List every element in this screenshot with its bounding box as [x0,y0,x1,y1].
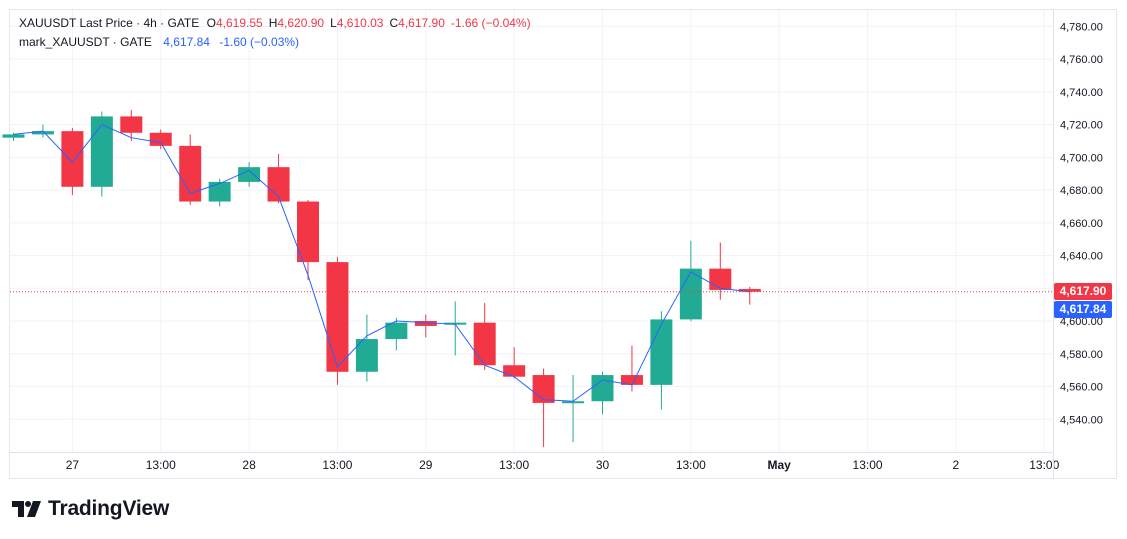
x-tick-label: 13:00 [676,458,706,472]
x-tick-label: 13:00 [499,458,529,472]
candle-body [297,201,319,263]
legend-open-label: O [206,16,216,30]
legend-close-label: C [389,16,399,30]
legend-mark: mark_XAUUSDT · GATE 4,617.84 -1.60 (−0.0… [19,35,303,49]
legend-mark-change: -1.60 (−0.03%) [219,35,300,49]
x-tick-label: 29 [419,458,433,472]
mark-price-line [13,123,750,402]
candle-body [591,375,614,402]
legend-symbol[interactable]: XAUUSDT Last Price · 4h · GATE [19,16,200,30]
legend-ohlc: O4,619.55 H4,620.90 L4,610.03 C4,617.90 -1.6… [207,16,531,30]
x-tick-label: May [768,458,792,472]
x-tick-label: 28 [242,458,256,472]
y-tick-label: 4,540.00 [1060,414,1103,426]
y-tick-label: 4,660.00 [1060,218,1103,230]
y-tick-label: 4,680.00 [1060,185,1103,197]
x-tick-label: 27 [66,458,80,472]
legend-main: XAUUSDT Last Price · 4h · GATE O4,619.55… [19,16,535,30]
x-tick-label: 13:00 [146,458,176,472]
x-tick-label: 30 [596,458,610,472]
legend-close: 4,617.90 [398,16,445,30]
tradingview-logo-icon [12,501,41,517]
y-tick-label: 4,640.00 [1060,251,1103,263]
candle-body [267,167,290,202]
x-tick-label: 13:00 [322,458,352,472]
y-tick-label: 4,700.00 [1060,152,1103,164]
candle-body [355,339,378,372]
candle-body [179,145,202,202]
candle-body [473,322,496,366]
y-tick-label: 4,780.00 [1060,21,1103,33]
candle-body [444,322,467,325]
candle-body [208,181,231,202]
legend-change: -1.66 (−0.04%) [450,16,531,30]
y-tick-label: 4,720.00 [1060,120,1103,132]
tradingview-logo-text: TradingView [48,497,170,520]
legend-high-label: H [268,16,278,30]
tradingview-logo[interactable]: TradingView [12,497,169,521]
candle-body [620,375,643,385]
candle-body [532,375,555,403]
y-tick-label: 4,600.00 [1060,316,1103,328]
candle-body [90,116,113,187]
candle-body [120,116,143,133]
candle-body [709,268,732,290]
candle-body [326,262,349,372]
y-tick-label: 4,760.00 [1060,54,1103,66]
y-tick-label: 4,560.00 [1060,382,1103,394]
mark-price-tag: 4,617.84 [1054,300,1112,318]
candle-body [738,289,761,292]
y-tick-label: 4,580.00 [1060,349,1103,361]
candle-body [31,131,54,135]
y-tick-label: 4,740.00 [1060,87,1103,99]
last-price-tag: 4,617.90 [1054,282,1112,300]
legend-mark-symbol[interactable]: mark_XAUUSDT · GATE [19,35,152,49]
legend-high: 4,620.90 [277,16,325,30]
candle-body [149,132,172,146]
candle-body [562,401,585,404]
legend-mark-value: 4,617.84 [163,35,210,49]
candle-body [503,365,526,377]
x-tick-label: 13:00 [853,458,883,472]
legend-low: 4,610.03 [336,16,384,30]
x-tick-label: 2 [953,458,960,472]
candle-body [650,319,673,385]
candle-body [414,321,437,326]
candle-body [385,322,408,340]
candle-body [2,134,25,138]
candle-body [238,167,261,182]
legend-open: 4,619.55 [215,16,263,30]
legend-low-label: L [330,16,337,30]
candle-body [61,131,84,187]
x-tick-label: 13:00 [1029,458,1059,472]
